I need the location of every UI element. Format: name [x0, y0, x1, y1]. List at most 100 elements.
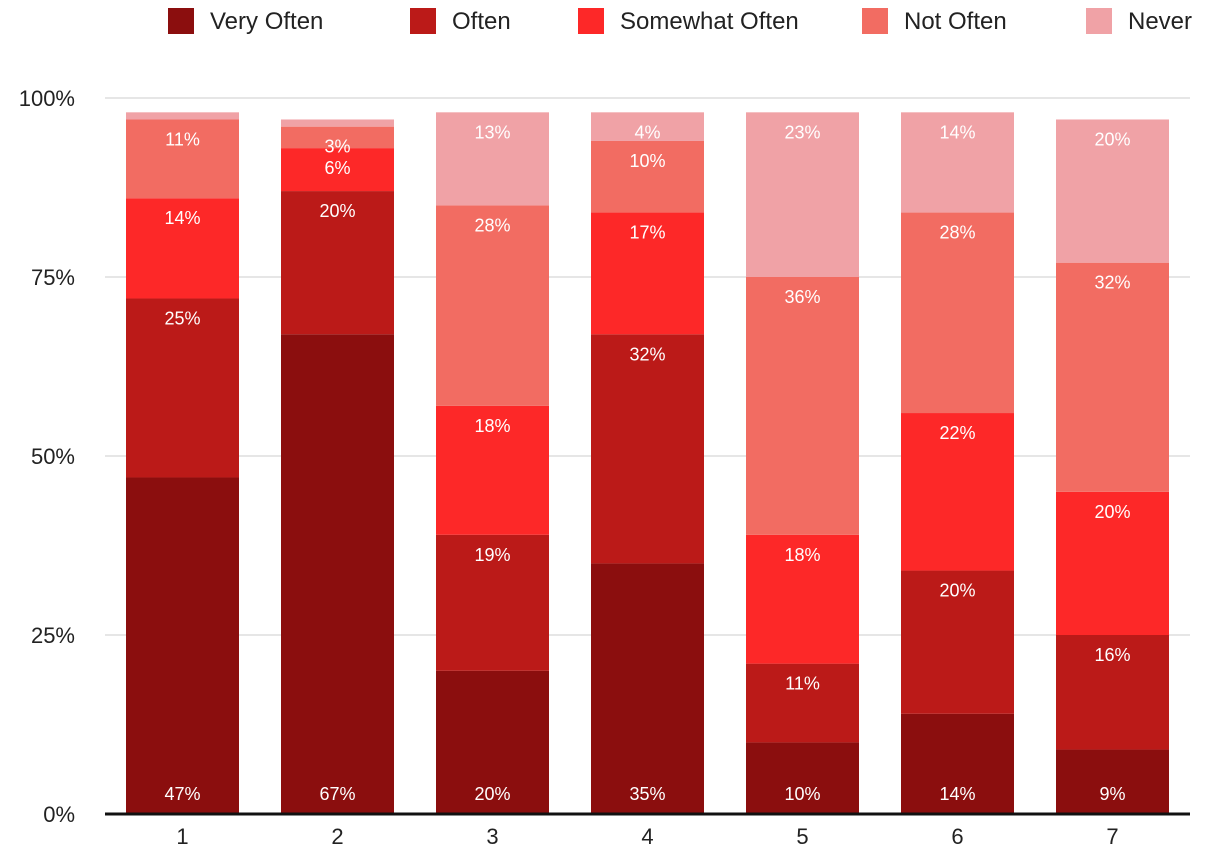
legend-label: Not Often [904, 8, 1007, 35]
legend-label: Often [452, 8, 511, 35]
data-label: 47% [164, 784, 200, 804]
bar-segment [591, 212, 704, 335]
bar-segment [901, 570, 1014, 714]
bar-segment [126, 119, 239, 199]
legend-label: Never [1128, 8, 1192, 35]
data-label: 20% [939, 581, 975, 601]
y-axis: 0% 25% 50% 75% 100% [19, 86, 75, 827]
bar-segment [126, 112, 239, 120]
bar-segment [126, 198, 239, 299]
data-label: 18% [474, 416, 510, 436]
legend-item: Very Often [168, 8, 323, 35]
legend-swatch [168, 8, 194, 34]
data-label: 13% [474, 122, 510, 142]
bar-segment [591, 563, 704, 814]
bar-segment [746, 742, 859, 814]
y-tick-label: 100% [19, 86, 75, 111]
data-label: 9% [1099, 784, 1125, 804]
data-label: 10% [784, 784, 820, 804]
legend-label: Somewhat Often [620, 8, 799, 35]
bar-segment [126, 298, 239, 478]
legend-swatch [410, 8, 436, 34]
bar-segment [281, 119, 394, 127]
bar-segment [1056, 491, 1169, 635]
legend-swatch [578, 8, 604, 34]
bar-segment [1056, 635, 1169, 750]
data-label: 19% [474, 545, 510, 565]
bar-segment [746, 277, 859, 535]
x-tick-label: 4 [641, 824, 653, 849]
x-tick-label: 3 [486, 824, 498, 849]
data-label: 16% [1094, 645, 1130, 665]
bar-segment [746, 663, 859, 743]
data-label: 14% [939, 784, 975, 804]
legend-swatch [862, 8, 888, 34]
y-tick-label: 50% [31, 444, 75, 469]
bar-segment [436, 670, 549, 814]
y-tick-label: 25% [31, 623, 75, 648]
bar-segment [1056, 262, 1169, 492]
data-label: 11% [785, 674, 820, 694]
data-label: 4% [634, 122, 660, 142]
bar-segment [591, 112, 704, 141]
bar-segment [281, 191, 394, 335]
bar-segment [436, 112, 549, 206]
legend-item: Never [1086, 8, 1192, 35]
data-label: 25% [164, 308, 200, 328]
legend-item: Often [410, 8, 511, 35]
data-label: 10% [629, 151, 665, 171]
y-tick-label: 0% [43, 802, 75, 827]
bar-segment [591, 140, 704, 213]
data-label: 32% [1094, 273, 1130, 293]
data-label: 18% [784, 545, 820, 565]
data-label: 6% [324, 158, 350, 178]
bar-segment [281, 334, 394, 814]
data-label: 17% [629, 223, 665, 243]
bar-segment [746, 534, 859, 664]
data-label: 32% [629, 344, 665, 364]
data-label: 14% [164, 208, 200, 228]
bar-segment [746, 112, 859, 277]
legend-label: Very Often [210, 8, 323, 35]
data-label: 3% [324, 137, 350, 157]
data-label: 28% [474, 215, 510, 235]
x-tick-label: 7 [1106, 824, 1118, 849]
x-tick-label: 5 [796, 824, 808, 849]
x-tick-label: 6 [951, 824, 963, 849]
y-tick-label: 75% [31, 265, 75, 290]
data-label: 23% [784, 122, 820, 142]
data-label: 67% [319, 784, 355, 804]
x-axis: 1 2 3 4 5 6 7 [105, 812, 1190, 849]
bar-segment [281, 126, 394, 149]
data-label: 20% [474, 784, 510, 804]
bar-segment [436, 534, 549, 671]
bars: 47% 25% 14% 11% 67% 20% 6%3% 20% 19% 18% 28% 13% 35%… [126, 112, 1169, 814]
legend-item: Somewhat Often [578, 8, 799, 35]
bar-segment [436, 205, 549, 406]
data-label: 36% [784, 287, 820, 307]
data-label: 22% [939, 423, 975, 443]
bar-segment [901, 713, 1014, 814]
bar-segment [281, 148, 394, 192]
data-label: 20% [1094, 129, 1130, 149]
bar-segment [1056, 119, 1169, 263]
bar-segment [591, 334, 704, 564]
data-label: 20% [319, 201, 355, 221]
x-tick-label: 1 [176, 824, 188, 849]
legend-item: Not Often [862, 8, 1007, 35]
legend: Very Often Often Somewhat Often Not Often Ne… [168, 8, 1192, 35]
bar-segment [436, 405, 549, 535]
bar-segment [126, 477, 239, 814]
data-label: 35% [629, 784, 665, 804]
data-label: 28% [939, 223, 975, 243]
data-label: 20% [1094, 502, 1130, 522]
bar-segment [901, 413, 1014, 571]
data-label: 11% [165, 129, 200, 149]
bar-segment [901, 112, 1014, 213]
legend-swatch [1086, 8, 1112, 34]
bar-segment [1056, 749, 1169, 814]
x-tick-label: 2 [331, 824, 343, 849]
bar-segment [901, 212, 1014, 414]
data-label: 14% [939, 122, 975, 142]
